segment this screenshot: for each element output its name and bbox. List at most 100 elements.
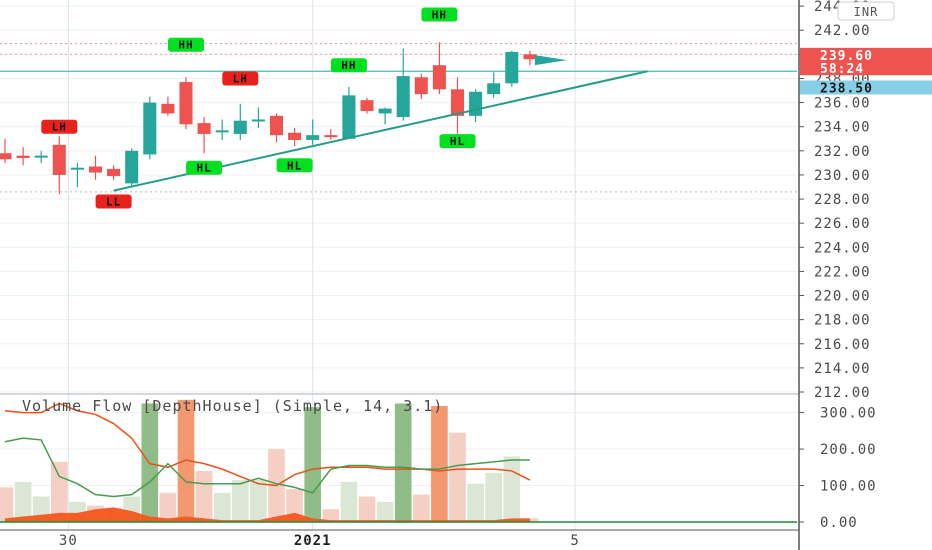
swing-label-badge: [186, 160, 223, 175]
currency-badge[interactable]: INR: [837, 1, 895, 21]
volume-bar: [159, 492, 177, 522]
volume-tick-label: 200.00: [820, 442, 877, 458]
candle-body: [487, 83, 501, 95]
candle-body: [396, 76, 410, 118]
candle-body: [70, 167, 84, 170]
candle-body: [306, 135, 320, 140]
price-tick-label: 216.00: [814, 337, 871, 353]
candle-body: [125, 150, 139, 184]
volume-bar: [322, 509, 340, 522]
price-axis-badge-label: 58:24: [820, 62, 864, 77]
price-tick-label: 220.00: [814, 289, 871, 305]
swing-label: HL: [450, 135, 465, 148]
candle-body: [197, 123, 211, 134]
swing-label-badge: [168, 37, 204, 52]
swing-label: HH: [178, 39, 193, 52]
swing-label-badge: [276, 158, 313, 173]
candle-body: [523, 54, 537, 60]
candle-body: [34, 155, 48, 158]
volume-bar: [177, 399, 195, 522]
price-tick-label: 228.00: [814, 192, 871, 208]
candle-body: [342, 95, 356, 139]
volume-bar: [14, 481, 32, 522]
swing-label: HH: [432, 9, 447, 22]
volume-bar: [467, 483, 484, 522]
volume-bar: [394, 403, 412, 522]
price-axis-badge-label: 239.60: [820, 49, 873, 64]
candle-body: [143, 102, 157, 155]
swing-label: HL: [196, 162, 211, 175]
volume-bar: [250, 480, 267, 522]
currency-label: INR: [854, 5, 879, 19]
price-tick-label: 232.00: [814, 144, 871, 160]
candle-body: [0, 153, 12, 160]
projection-arrow-icon: [534, 55, 567, 66]
candle-body: [107, 168, 121, 177]
volume-bar: [195, 470, 213, 522]
swing-label: HH: [341, 59, 356, 72]
price-axis-badge: [800, 61, 932, 76]
volume-bar: [340, 481, 358, 522]
volume-bar: [231, 480, 249, 522]
swing-label-badge: [95, 194, 132, 209]
chart-overlays: LH LL HH HL LH HL HH HH HL: [41, 7, 648, 209]
volume-bar: [0, 487, 14, 522]
candle-body: [179, 82, 193, 125]
volume-flow-line: [4, 437, 530, 498]
price-tick-label: 242.00: [814, 23, 871, 39]
candle-body: [52, 144, 66, 175]
candle-body: [324, 135, 338, 138]
volume-flow-pane: [0, 399, 797, 523]
price-axis[interactable]: 212.00 214.00 216.00 218.00 220.00 222.00 224.…: [799, 0, 932, 531]
candle-body: [360, 100, 374, 112]
swing-label: LH: [52, 121, 67, 134]
swing-label-badge: [330, 58, 367, 73]
candlestick-series: [0, 42, 537, 195]
price-axis-badge: [800, 47, 932, 62]
candle-body: [288, 132, 302, 140]
swing-label-badge: [41, 119, 78, 134]
volume-tick-label: 0.00: [820, 515, 858, 531]
candle-body: [88, 166, 103, 173]
candle-body: [251, 119, 265, 122]
price-axis-badge-label: 238.50: [820, 82, 873, 97]
swing-label-badge: [421, 7, 458, 22]
price-tick-label: 226.00: [814, 216, 871, 232]
price-tick-label: 214.00: [814, 361, 871, 377]
candle-body: [161, 103, 175, 114]
volume-bar: [449, 432, 466, 522]
price-axis-badge: [800, 80, 932, 95]
volume-flow-line: [4, 402, 531, 487]
price-tick-label: 224.00: [814, 240, 871, 256]
volume-bar: [376, 501, 394, 522]
volume-bar: [485, 472, 503, 522]
time-axis[interactable]: 30 2021 5: [59, 533, 580, 549]
study-title[interactable]: Volume Flow [DepthHouse] (Simple, 14, 3.…: [22, 397, 443, 415]
time-tick-label: 5: [570, 533, 579, 549]
candle-body: [378, 108, 392, 114]
volume-bar: [358, 496, 376, 522]
candle-body: [469, 91, 483, 116]
volume-bar: [431, 406, 448, 522]
candle-body: [233, 120, 247, 134]
volume-bar: [503, 456, 521, 522]
price-tick-label: 222.00: [814, 264, 871, 280]
swing-label: HL: [287, 159, 302, 172]
price-tick-label: 230.00: [814, 168, 871, 184]
swing-label-badge: [439, 134, 476, 149]
price-tick-label: 212.00: [814, 385, 871, 401]
swing-label: LH: [233, 72, 248, 85]
volume-tick-label: 300.00: [820, 406, 877, 422]
price-tick-label: 236.00: [814, 96, 871, 112]
price-tick-label: 218.00: [814, 313, 871, 329]
volume-flow-area: [5, 507, 530, 522]
swing-label: LL: [106, 195, 121, 208]
time-tick-label: 2021: [294, 533, 332, 549]
price-tick-label: 234.00: [814, 120, 871, 136]
reference-lines: [0, 43, 797, 193]
swing-label-badge: [222, 71, 259, 86]
candle-body: [414, 77, 428, 95]
volume-bar: [213, 492, 231, 522]
candle-body: [450, 89, 465, 116]
